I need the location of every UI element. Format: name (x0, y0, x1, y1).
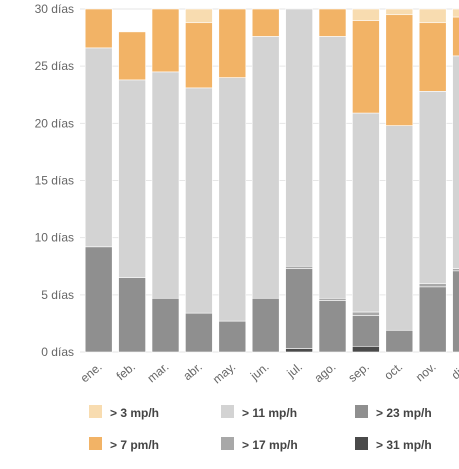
y-tick-label: 15 días (35, 174, 74, 188)
bar-segment (285, 348, 313, 353)
bar-segment (218, 77, 247, 322)
bar-segment (385, 125, 414, 331)
legend-label: > 17 mp/h (242, 438, 298, 452)
x-tick-label: may. (210, 360, 238, 387)
bar-segment (418, 91, 447, 284)
y-tick-label: 25 días (35, 59, 74, 73)
bar-segment (218, 320, 247, 353)
legend-swatch (221, 405, 234, 418)
legend-label: > 11 mp/h (242, 406, 297, 420)
x-tick-label: ene. (78, 360, 105, 386)
legend-swatch (89, 405, 102, 418)
bar-segment (418, 283, 447, 288)
bar-segment (151, 8, 180, 73)
legend-label: > 31 mp/h (376, 438, 432, 452)
bar-segment (285, 265, 313, 269)
bar-segment (452, 268, 459, 272)
y-tick-label: 30 días (35, 2, 74, 16)
bar-segment (318, 297, 347, 301)
bar-segment (151, 71, 180, 299)
legend-swatch (89, 437, 102, 450)
x-axis: ene. feb. mar. abr. may. jun. jul. ago. sep. oct.… (78, 360, 459, 387)
bar-segment (418, 22, 447, 92)
bar-segment (84, 246, 113, 353)
legend-item: > 23 mp/h (355, 405, 432, 420)
y-tick-label: 5 días (41, 288, 74, 302)
bar-segment (452, 8, 459, 18)
legend-label: > 3 mp/h (110, 406, 159, 420)
bar-segment (251, 8, 280, 37)
bar-segment (352, 20, 380, 114)
bar-segment (352, 345, 380, 353)
bar-segment (452, 16, 459, 57)
bar-segment (118, 79, 146, 278)
bar-segment (251, 36, 280, 299)
bar-segment (318, 300, 347, 353)
x-tick-label: jul. (284, 360, 306, 381)
bar-segment (185, 87, 213, 314)
y-tick-label: 10 días (35, 231, 74, 245)
bar-segment (452, 55, 459, 269)
bar-segment (352, 311, 380, 316)
bar-segment (318, 8, 347, 37)
x-tick-label: abr. (180, 360, 204, 384)
x-tick-label: sep. (345, 360, 371, 385)
bar-segment (452, 270, 459, 353)
x-tick-label: oct. (381, 360, 405, 383)
legend-swatch (355, 437, 368, 450)
x-tick-label: mar. (145, 360, 172, 386)
legend: > 3 mp/h > 11 mp/h > 23 mp/h > 7 pm/h > 17 m… (89, 405, 432, 452)
legend-item: > 7 pm/h (89, 437, 159, 452)
legend-label: > 7 pm/h (110, 438, 159, 452)
bar-segment (418, 8, 447, 24)
legend-item: > 3 mp/h (89, 405, 159, 420)
bar-segment (385, 329, 414, 353)
legend-swatch (221, 437, 234, 450)
bar-segment (352, 112, 380, 313)
legend-item: > 31 mp/h (355, 437, 432, 452)
x-tick-label: jun. (247, 360, 272, 384)
bar-segment (418, 286, 447, 353)
x-tick-label: ago. (312, 360, 339, 386)
bar-segment (118, 31, 146, 81)
bar-segment (185, 22, 213, 89)
legend-swatch (355, 405, 368, 418)
y-tick-label: 20 días (35, 116, 74, 130)
bar-segment (385, 8, 414, 16)
bar-segment (218, 8, 247, 78)
bar-segment (352, 315, 380, 347)
bar-segment (251, 297, 280, 353)
bar-segment (285, 8, 313, 267)
bar-segment (151, 297, 180, 353)
legend-label: > 23 mp/h (376, 406, 432, 420)
bar-segment (84, 8, 113, 49)
bar-segment (185, 8, 213, 24)
bar-segment (84, 47, 113, 248)
x-tick-label: dic. (449, 360, 459, 383)
x-tick-label: nov. (413, 360, 439, 385)
bar-segment (185, 312, 213, 353)
y-axis: 0 días 5 días 10 días 15 días 20 días 25 días… (35, 2, 74, 359)
bar-segment (318, 36, 347, 299)
bar-segment (385, 14, 414, 126)
bar-segment (118, 277, 146, 353)
bar-segment (352, 8, 380, 21)
x-tick-label: feb. (114, 360, 138, 384)
bar-segment (285, 268, 313, 349)
bars-layer (84, 8, 459, 353)
legend-item: > 11 mp/h (221, 405, 297, 420)
legend-item: > 17 mp/h (221, 437, 298, 452)
y-tick-label: 0 días (41, 345, 74, 359)
